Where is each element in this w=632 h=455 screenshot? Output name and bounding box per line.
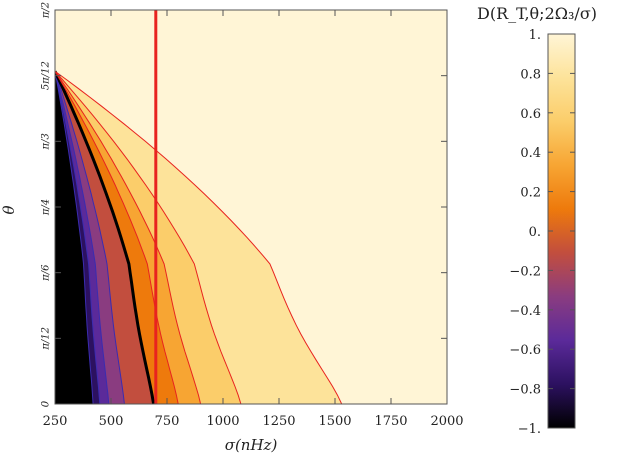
colorbar-tick-label: 0.2 bbox=[520, 186, 541, 201]
y-tick-label: π/6 bbox=[41, 264, 52, 282]
x-tick-label: 1750 bbox=[374, 414, 407, 429]
y-tick-label: π/3 bbox=[41, 133, 52, 150]
y-tick-label: 0 bbox=[41, 400, 52, 407]
colorbar-tick-label: 0.6 bbox=[520, 107, 541, 122]
colorbar-tick-label: 1. bbox=[529, 28, 541, 43]
colorbar-tick-label: 0. bbox=[529, 225, 541, 240]
y-tick-label: π/4 bbox=[41, 199, 52, 216]
contour-line-zero bbox=[55, 70, 156, 404]
colorbar-title: D(R_T,θ;2Ω₃/σ) bbox=[477, 4, 597, 23]
contour-line bbox=[55, 70, 242, 404]
y-tick-label: π/12 bbox=[41, 327, 52, 351]
x-tick-label: 500 bbox=[99, 414, 124, 429]
x-tick-label: 2000 bbox=[430, 414, 463, 429]
contour-line bbox=[55, 71, 125, 404]
contour-bands bbox=[55, 71, 342, 404]
colorbar-tick-label: −0.6 bbox=[509, 343, 541, 358]
x-axis-ticks: 250 500 750 1000 1250 1500 1750 2000 bbox=[43, 10, 464, 429]
colorbar: D(R_T,θ;2Ω₃/σ) −1. −0.8 −0.6 −0.4 −0.2 0. 0.2 0… bbox=[477, 4, 597, 437]
contour-band-core bbox=[55, 71, 87, 404]
y-axis-label: θ bbox=[0, 205, 18, 214]
contour-line bbox=[55, 71, 179, 404]
colorbar-tick-label: −0.4 bbox=[509, 304, 541, 319]
y-axis-ticks: 0 π/12 π/6 π/4 π/3 5π/12 π/2 bbox=[41, 2, 447, 407]
contour-line bbox=[55, 71, 94, 404]
contour-line bbox=[55, 70, 343, 404]
x-tick-label: 1250 bbox=[262, 414, 295, 429]
y-tick-label: π/2 bbox=[41, 2, 52, 19]
colorbar-tick-label: −0.8 bbox=[509, 383, 541, 398]
contour-line bbox=[55, 71, 101, 404]
x-tick-label: 1000 bbox=[206, 414, 239, 429]
x-tick-label: 750 bbox=[155, 414, 180, 429]
colorbar-tick-label: 0.8 bbox=[520, 67, 541, 82]
x-axis-label: σ(nHz) bbox=[225, 436, 278, 454]
colorbar-tick-label: −1. bbox=[518, 422, 541, 437]
contour-line bbox=[55, 71, 202, 404]
x-tick-label: 250 bbox=[43, 414, 68, 429]
plot-area bbox=[54, 9, 448, 405]
contour-lines bbox=[55, 70, 343, 404]
colorbar-tick-label: −0.2 bbox=[509, 264, 541, 279]
colorbar-ticks: −1. −0.8 −0.6 −0.4 −0.2 0. 0.2 0.4 0.6 0.8 1. bbox=[509, 28, 575, 437]
y-tick-label: 5π/12 bbox=[41, 61, 52, 90]
colorbar-tick-label: 0.4 bbox=[520, 146, 541, 161]
x-tick-label: 1500 bbox=[318, 414, 351, 429]
contour-line bbox=[55, 71, 110, 404]
